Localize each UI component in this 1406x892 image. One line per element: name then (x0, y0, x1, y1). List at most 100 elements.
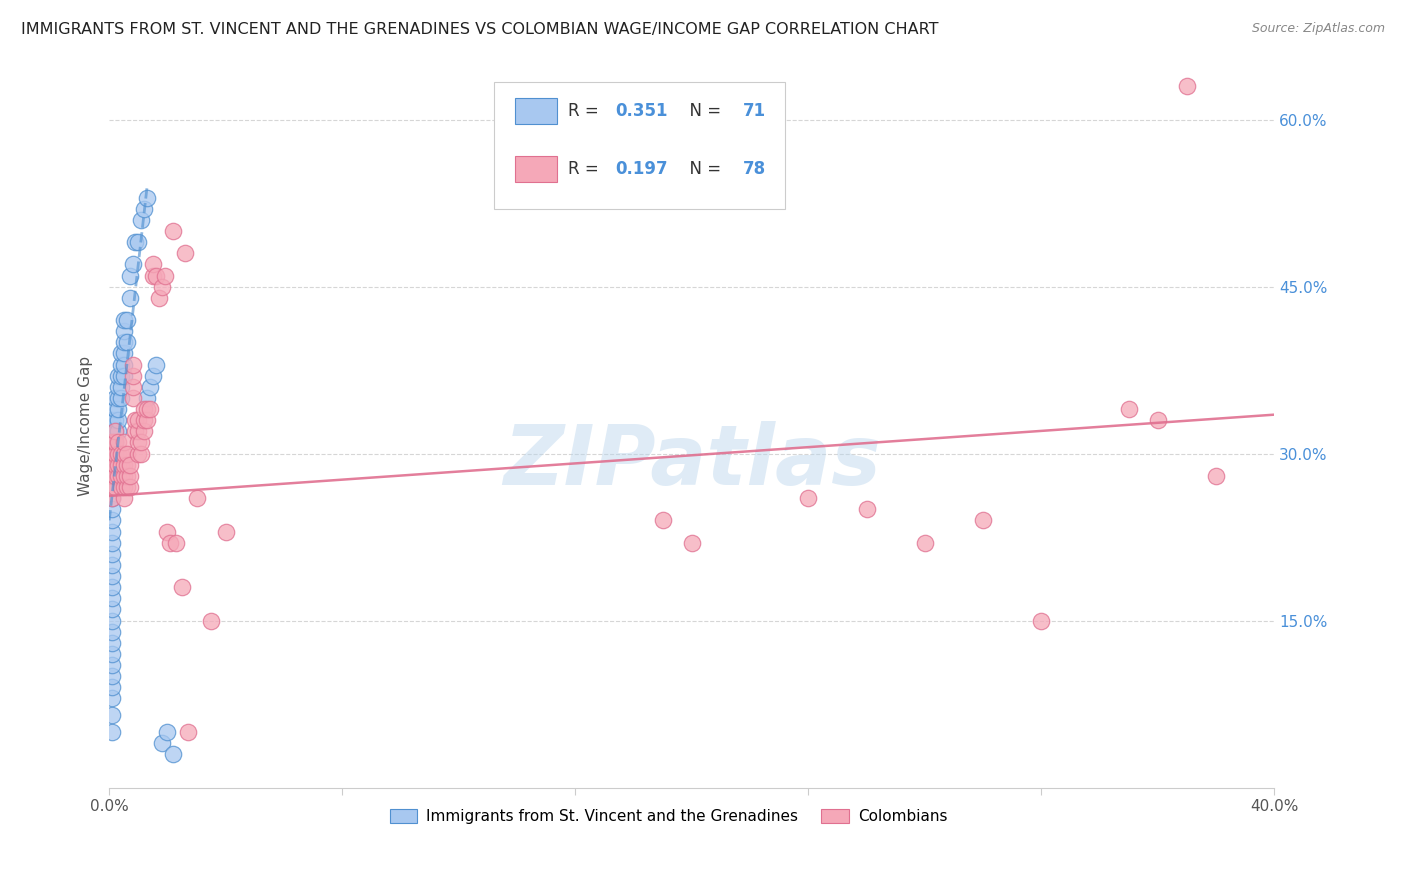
Point (142, 268, 165, 283)
Point (153, 268, 176, 283)
Point (134, 413, 156, 427)
Point (101, 636, 124, 650)
Point (174, 246, 197, 260)
Point (107, 468, 129, 483)
Text: N =: N = (679, 160, 727, 178)
Point (134, 402, 156, 417)
Point (124, 413, 146, 427)
Point (112, 335, 135, 350)
Point (110, 458, 132, 472)
Point (101, 558, 124, 572)
Text: ZIPatlas: ZIPatlas (503, 421, 880, 502)
Point (104, 435, 127, 450)
Point (139, 402, 162, 417)
Point (101, 468, 124, 483)
Point (101, 513, 124, 527)
Point (101, 435, 124, 450)
Point (150, 279, 173, 293)
Point (118, 458, 141, 472)
Point (115, 335, 138, 350)
Point (110, 358, 132, 372)
Point (104, 468, 127, 483)
Point (121, 257, 143, 271)
Point (101, 535, 124, 549)
Point (104, 402, 127, 417)
Point (1147, 413, 1170, 427)
Point (104, 425, 127, 439)
Point (101, 458, 124, 472)
Point (136, 191, 159, 205)
Point (127, 425, 149, 439)
Point (101, 669, 124, 683)
Point (145, 358, 167, 372)
Point (104, 458, 127, 472)
Point (101, 447, 124, 461)
Point (651, 513, 673, 527)
Text: 0.197: 0.197 (614, 160, 668, 178)
Text: R =: R = (568, 160, 605, 178)
Point (121, 368, 143, 383)
Point (107, 402, 129, 417)
Point (107, 447, 129, 461)
Point (112, 480, 135, 494)
Point (139, 380, 162, 394)
Point (101, 524, 124, 539)
Point (110, 447, 132, 461)
Point (127, 447, 149, 461)
Point (104, 391, 127, 405)
Point (156, 524, 179, 539)
Point (107, 413, 129, 427)
Point (101, 591, 124, 606)
Point (1175, 79, 1198, 94)
Text: IMMIGRANTS FROM ST. VINCENT AND THE GRENADINES VS COLOMBIAN WAGE/INCOME GAP CORR: IMMIGRANTS FROM ST. VINCENT AND THE GREN… (21, 22, 939, 37)
Point (681, 535, 703, 549)
Point (115, 313, 138, 327)
Point (101, 647, 124, 661)
Point (115, 447, 138, 461)
Point (101, 425, 124, 439)
Point (148, 291, 170, 305)
Point (177, 724, 200, 739)
Point (101, 658, 124, 673)
Point (142, 368, 165, 383)
Point (159, 535, 181, 549)
Point (142, 257, 165, 271)
Point (110, 368, 132, 383)
Point (127, 413, 149, 427)
Point (110, 380, 132, 394)
Point (104, 447, 127, 461)
Point (101, 413, 124, 427)
Point (118, 268, 141, 283)
Point (101, 480, 124, 494)
Point (121, 391, 143, 405)
Point (112, 313, 135, 327)
Point (855, 502, 877, 516)
Point (110, 480, 132, 494)
Point (104, 447, 127, 461)
Point (121, 380, 143, 394)
Point (101, 681, 124, 695)
Point (104, 425, 127, 439)
Point (112, 468, 135, 483)
Point (107, 368, 129, 383)
Point (107, 380, 129, 394)
Point (104, 458, 127, 472)
Point (156, 724, 179, 739)
Point (136, 402, 159, 417)
Point (112, 324, 135, 338)
Point (215, 524, 238, 539)
Point (104, 468, 127, 483)
Text: R =: R = (568, 102, 605, 120)
Point (101, 624, 124, 639)
Point (101, 569, 124, 583)
Point (112, 368, 135, 383)
Point (162, 747, 184, 761)
Point (110, 468, 132, 483)
Point (107, 425, 129, 439)
Point (104, 480, 127, 494)
Point (101, 708, 124, 723)
Point (118, 291, 141, 305)
Point (1205, 468, 1227, 483)
Point (127, 235, 149, 249)
Point (134, 425, 156, 439)
